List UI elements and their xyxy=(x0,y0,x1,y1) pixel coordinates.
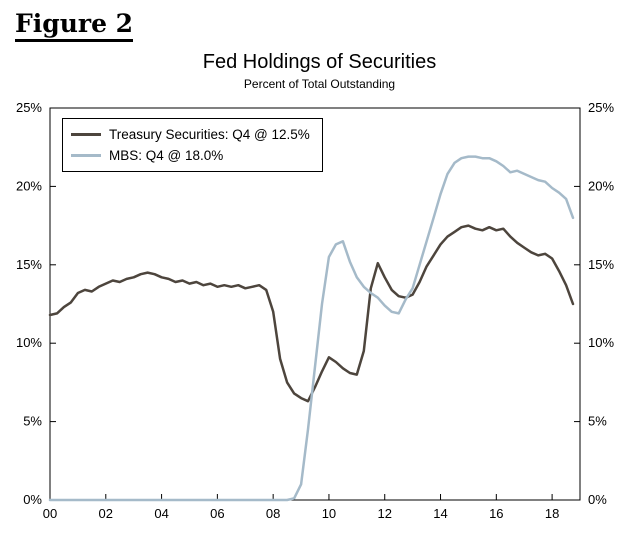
legend-swatch xyxy=(71,154,101,157)
y-tick-label-left: 10% xyxy=(16,335,42,350)
legend-label: Treasury Securities: Q4 @ 12.5% xyxy=(109,127,310,142)
legend-label: MBS: Q4 @ 18.0% xyxy=(109,148,224,163)
plot-border xyxy=(49,107,581,501)
y-tick-label-left: 25% xyxy=(16,100,42,115)
y-tick-label-right: 5% xyxy=(588,414,607,429)
x-tick-label: 18 xyxy=(545,506,559,521)
y-tick-label-right: 0% xyxy=(588,492,607,507)
y-tick-label-left: 0% xyxy=(23,492,42,507)
y-tick-label-left: 20% xyxy=(16,178,42,193)
legend-item-mbs: MBS: Q4 @ 18.0% xyxy=(71,145,310,166)
figure-label: Figure 2 xyxy=(15,10,134,42)
x-tick-label: 00 xyxy=(43,506,57,521)
y-tick-label-left: 15% xyxy=(16,257,42,272)
y-tick-label-left: 5% xyxy=(23,414,42,429)
chart-title: Fed Holdings of Securities xyxy=(202,50,437,73)
x-tick-label: 08 xyxy=(266,506,280,521)
series-line-mbs xyxy=(48,155,575,502)
y-tick-label-right: 25% xyxy=(588,100,614,115)
x-tick-label: 16 xyxy=(489,506,503,521)
x-tick-label: 14 xyxy=(433,506,447,521)
plot-area: 00 02 04 06 08 10 12 14 16 18 0% 0% 5% 5% 10% 10% 15% 15%… xyxy=(0,100,639,536)
legend-swatch xyxy=(71,133,101,136)
legend-item-treasury: Treasury Securities: Q4 @ 12.5% xyxy=(71,124,310,145)
x-tick-label: 04 xyxy=(154,506,168,521)
x-tick-label: 02 xyxy=(99,506,113,521)
chart-legend: Treasury Securities: Q4 @ 12.5% MBS: Q4 … xyxy=(62,118,323,172)
y-tick-label-right: 15% xyxy=(588,257,614,272)
x-tick-label: 06 xyxy=(210,506,224,521)
plot-svg: 00 02 04 06 08 10 12 14 16 18 0% 0% 5% 5% 10% 10% 15% 15%… xyxy=(16,100,614,521)
y-tick-label-right: 20% xyxy=(588,178,614,193)
series-line-treasury-securities xyxy=(48,224,575,403)
y-tick-label-right: 10% xyxy=(588,335,614,350)
x-tick-label: 10 xyxy=(322,506,336,521)
chart-subtitle: Percent of Total Outstanding xyxy=(243,76,396,91)
x-tick-label: 12 xyxy=(378,506,392,521)
